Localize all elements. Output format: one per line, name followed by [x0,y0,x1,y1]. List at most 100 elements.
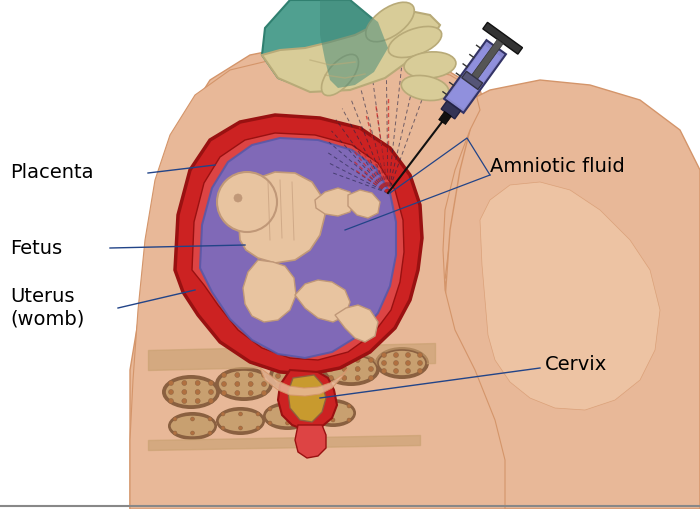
Circle shape [328,376,333,381]
Circle shape [417,353,423,357]
Circle shape [217,172,277,232]
Circle shape [248,373,253,378]
Circle shape [289,374,294,379]
Polygon shape [444,40,506,113]
Circle shape [268,407,272,411]
Circle shape [276,374,281,379]
Circle shape [248,390,253,395]
Ellipse shape [321,54,358,96]
Circle shape [303,407,307,411]
Circle shape [302,364,307,370]
Circle shape [347,404,351,408]
Circle shape [405,360,410,365]
Polygon shape [130,58,505,509]
Polygon shape [480,182,660,410]
Circle shape [256,412,260,416]
Circle shape [221,390,227,395]
Circle shape [331,418,335,422]
Circle shape [173,417,177,421]
Circle shape [262,373,267,378]
Circle shape [355,376,360,381]
Ellipse shape [218,370,270,398]
Ellipse shape [401,75,449,101]
Circle shape [195,399,200,404]
Circle shape [355,366,360,372]
Polygon shape [335,305,378,342]
Text: Fetus: Fetus [10,239,62,258]
Circle shape [355,357,360,362]
Circle shape [195,381,200,385]
Circle shape [276,364,281,370]
Circle shape [239,426,242,430]
Circle shape [169,381,174,385]
Polygon shape [315,188,355,216]
Ellipse shape [215,367,273,401]
Circle shape [182,381,187,385]
Circle shape [316,364,321,370]
Ellipse shape [269,359,327,393]
Polygon shape [0,60,180,509]
Text: Amniotic fluid: Amniotic fluid [490,157,624,177]
Polygon shape [288,375,326,422]
Circle shape [342,366,346,372]
Circle shape [239,412,242,416]
Circle shape [302,382,307,387]
Circle shape [289,364,294,370]
Polygon shape [260,368,348,396]
Circle shape [405,369,410,374]
Circle shape [262,382,267,386]
Circle shape [315,418,319,422]
Circle shape [182,399,187,404]
Circle shape [276,382,281,387]
Ellipse shape [272,362,324,390]
Circle shape [286,421,290,425]
Polygon shape [130,45,505,509]
Circle shape [289,382,294,387]
Circle shape [221,382,227,386]
Circle shape [303,421,307,425]
Text: Placenta: Placenta [10,163,94,183]
Polygon shape [238,172,325,263]
Ellipse shape [168,412,217,440]
Circle shape [393,369,398,374]
Circle shape [286,407,290,411]
Circle shape [393,360,398,365]
Circle shape [316,382,321,387]
Ellipse shape [325,355,377,383]
Circle shape [234,390,240,395]
Polygon shape [348,190,380,218]
Polygon shape [320,0,388,88]
Circle shape [262,390,267,395]
Circle shape [368,357,374,362]
Circle shape [190,431,195,435]
Ellipse shape [312,402,354,424]
Ellipse shape [265,405,310,427]
Circle shape [316,374,321,379]
Circle shape [382,369,386,374]
Circle shape [331,404,335,408]
Ellipse shape [365,2,414,42]
Circle shape [248,382,253,386]
Polygon shape [483,22,522,54]
Ellipse shape [263,402,312,430]
Circle shape [347,418,351,422]
Ellipse shape [375,347,429,379]
Circle shape [382,353,386,357]
Circle shape [234,194,242,202]
Polygon shape [447,45,501,109]
Ellipse shape [310,399,356,427]
Polygon shape [470,39,503,81]
Circle shape [368,376,374,381]
Circle shape [173,431,177,435]
Polygon shape [243,260,296,322]
Circle shape [209,399,214,404]
Circle shape [268,421,272,425]
Circle shape [302,374,307,379]
Circle shape [234,382,240,386]
Circle shape [405,353,410,357]
Polygon shape [200,138,396,358]
Polygon shape [445,80,700,509]
Circle shape [208,417,212,421]
Ellipse shape [170,415,215,437]
Circle shape [221,412,225,416]
